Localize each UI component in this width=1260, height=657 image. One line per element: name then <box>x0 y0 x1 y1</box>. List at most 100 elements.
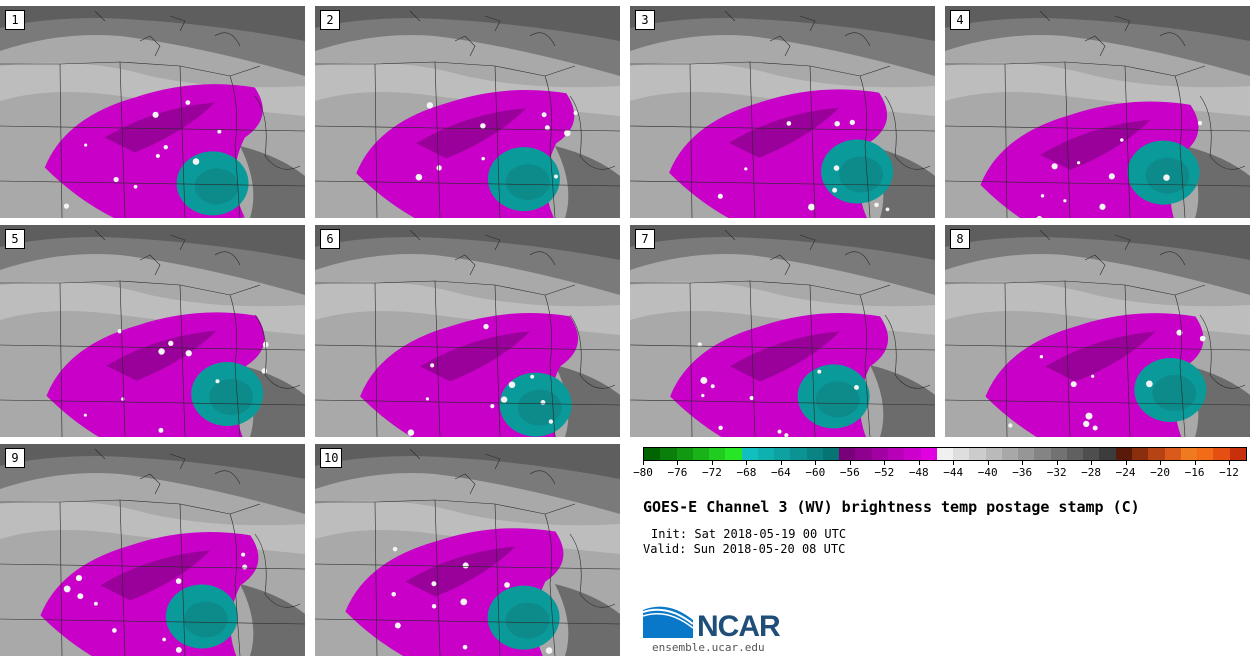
colorbar-tick-label: −40 <box>977 466 998 479</box>
colorbar-tick-label: −16 <box>1184 466 1205 479</box>
colorbar-tick <box>1160 461 1162 465</box>
colorbar-swatch <box>855 448 872 460</box>
colorbar-swatch <box>1099 448 1116 460</box>
panel-number-label: 2 <box>320 10 340 30</box>
colorbar-tick-label: −12 <box>1219 466 1239 479</box>
colorbar-tick-label: −60 <box>805 466 826 479</box>
colorbar-swatch <box>936 448 954 460</box>
map-panel-6: 6 <box>315 225 620 437</box>
colorbar-swatch <box>822 448 840 460</box>
ncar-url: ensemble.ucar.edu <box>652 641 765 654</box>
colorbar-tick-label: −80 <box>633 466 653 479</box>
colorbar-swatch <box>709 448 726 460</box>
colorbar-tick <box>1194 461 1196 465</box>
panel-number-label: 10 <box>320 448 343 468</box>
colorbar-swatch <box>790 448 807 460</box>
colorbar-swatch <box>741 448 758 460</box>
colorbar-tick-label: −56 <box>839 466 860 479</box>
colorbar-tick-label: −28 <box>1081 466 1102 479</box>
colorbar-tick <box>987 461 989 465</box>
ncar-logo-icon <box>643 606 694 638</box>
colorbar-tick <box>780 461 782 465</box>
colorbar-tick-label: −64 <box>770 466 791 479</box>
colorbar-tick <box>1091 461 1093 465</box>
colorbar-swatch <box>985 448 1002 460</box>
colorbar-swatch <box>1018 448 1035 460</box>
colorbar-tick <box>884 461 886 465</box>
colorbar-tick-label: −52 <box>874 466 895 479</box>
colorbar <box>643 447 1247 461</box>
colorbar-swatch <box>887 448 905 460</box>
panel-number-label: 7 <box>635 229 655 249</box>
colorbar-tick <box>849 461 851 465</box>
colorbar-tick <box>1229 461 1230 465</box>
colorbar-tick <box>677 461 679 465</box>
colorbar-swatch <box>1180 448 1198 460</box>
colorbar-swatch <box>1050 448 1067 460</box>
panel-number-label: 8 <box>950 229 970 249</box>
map-panel-3: 3 <box>630 6 935 218</box>
colorbar-swatch <box>725 448 742 460</box>
colorbar-swatch <box>806 448 823 460</box>
colorbar-tick-label: −20 <box>1150 466 1170 479</box>
colorbar-tick <box>815 461 817 465</box>
colorbar-tick <box>1125 461 1127 465</box>
colorbar-tick-label: −36 <box>1012 466 1033 479</box>
panel-number-label: 4 <box>950 10 970 30</box>
map-panel-9: 9 <box>0 444 305 656</box>
colorbar-tick <box>953 461 955 465</box>
panel-number-label: 1 <box>5 10 25 30</box>
colorbar-swatch <box>774 448 791 460</box>
init-time: Init: Sat 2018-05-19 00 UTC <box>651 527 847 541</box>
colorbar-swatch <box>1213 448 1230 460</box>
valid-time: Valid: Sun 2018-05-20 08 UTC <box>643 542 846 556</box>
colorbar-ticks: −80 −76 −72 −68 −64 −60 −56 −52 −48 −44 −40 −36 −32 −… <box>633 461 1247 481</box>
colorbar-swatch <box>1034 448 1051 460</box>
colorbar-swatch <box>1164 448 1181 460</box>
colorbar-swatch <box>1001 448 1019 460</box>
colorbar-swatch <box>644 448 661 460</box>
map-panel-2: 2 <box>315 6 620 218</box>
colorbar-tick <box>918 461 920 465</box>
colorbar-tick <box>746 461 748 465</box>
map-panel-7: 7 <box>630 225 935 437</box>
colorbar-swatch <box>839 448 856 460</box>
colorbar-swatch <box>1148 448 1165 460</box>
colorbar-swatch <box>920 448 937 460</box>
colorbar-tick-label: −32 <box>1046 466 1067 479</box>
map-panel-8: 8 <box>945 225 1250 437</box>
colorbar-tick-label: −68 <box>736 466 757 479</box>
map-panel-5: 5 <box>0 225 305 437</box>
colorbar-swatch <box>1115 448 1132 460</box>
colorbar-tick-label: −76 <box>667 466 688 479</box>
panel-number-label: 6 <box>320 229 340 249</box>
colorbar-swatch <box>1083 448 1100 460</box>
colorbar-swatch <box>757 448 775 460</box>
colorbar-tick <box>1056 461 1058 465</box>
panel-number-label: 9 <box>5 448 25 468</box>
panel-number-label: 3 <box>635 10 655 30</box>
colorbar-tick <box>711 461 713 465</box>
colorbar-tick-label: −24 <box>1115 466 1136 479</box>
panel-number-label: 5 <box>5 229 25 249</box>
colorbar-tick-label: −48 <box>908 466 929 479</box>
chart-title: GOES-E Channel 3 (WV) brightness temp po… <box>643 498 1140 516</box>
map-panel-1: 1 <box>0 6 305 218</box>
colorbar-swatch <box>660 448 677 460</box>
colorbar-swatch <box>676 448 693 460</box>
colorbar-swatch <box>1197 448 1214 460</box>
map-panel-4: 4 <box>945 6 1250 218</box>
colorbar-swatch <box>1131 448 1149 460</box>
colorbar-swatch <box>904 448 921 460</box>
map-panel-10: 10 <box>315 444 620 656</box>
colorbar-swatch <box>692 448 710 460</box>
colorbar-tick-label: −72 <box>702 466 722 479</box>
colorbar-swatch <box>953 448 970 460</box>
ncar-logo-text: NCAR <box>697 610 781 643</box>
colorbar-swatch <box>1229 448 1246 460</box>
colorbar-swatch <box>969 448 986 460</box>
colorbar-tick-label: −44 <box>943 466 964 479</box>
colorbar-tick <box>1022 461 1024 465</box>
colorbar-swatch <box>871 448 888 460</box>
colorbar-tick <box>643 461 644 465</box>
